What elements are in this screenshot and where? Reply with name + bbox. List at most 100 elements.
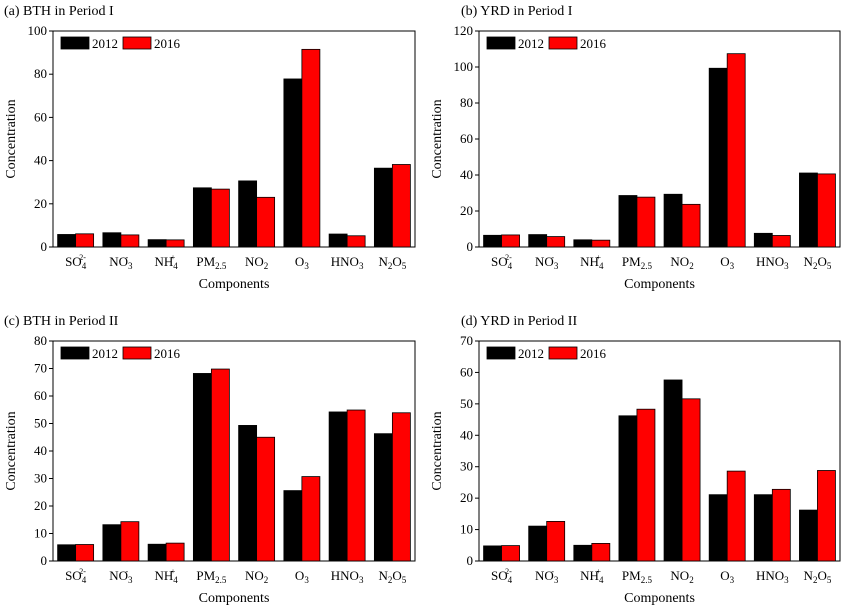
bar-2016	[817, 173, 836, 248]
x-tick-label: NO3-	[535, 253, 559, 271]
chart-panel-2: (b) YRD in Period I 0 20 40 60 80 100 120 Concen…	[430, 4, 841, 292]
legend-label-2012: 2012	[518, 36, 544, 51]
bar-2012	[528, 234, 548, 248]
bar-2012	[57, 234, 77, 248]
x-tick-label: HNO3	[331, 568, 364, 585]
bar-2012	[618, 415, 638, 562]
bar-2016	[256, 436, 276, 562]
x-axis-label: Components	[624, 591, 695, 606]
bar-2016	[210, 368, 230, 562]
plot-frame	[478, 340, 841, 562]
bar-2012	[283, 78, 303, 248]
bar-2016	[75, 233, 95, 248]
y-tick-label: 10	[34, 526, 47, 541]
bar-2016	[817, 470, 836, 562]
y-axis-label: Concentration	[430, 99, 445, 178]
x-tick-label: PM2.5	[196, 254, 227, 271]
y-tick-label: 0	[467, 553, 474, 568]
legend-label-2012: 2012	[518, 346, 544, 361]
bar-2016	[210, 188, 230, 248]
x-tick-label: NO2	[245, 254, 268, 271]
x-tick-label: PM2.5	[196, 568, 227, 585]
bar-2012	[528, 525, 548, 562]
x-tick-label: NO2	[245, 568, 268, 585]
y-axis-label: Concentration	[430, 411, 445, 490]
bar-2012	[238, 425, 258, 562]
bar-2016	[165, 239, 185, 248]
chart-title: (c) BTH in Period II	[4, 314, 119, 329]
x-tick-label: HNO3	[756, 254, 789, 271]
y-tick-label: 80	[460, 95, 473, 110]
y-tick-label: 0	[467, 239, 474, 254]
y-tick-label: 40	[460, 427, 473, 442]
chart-panel-4: (d) YRD in Period II 0 10 20 30 40 50 60 70 Conce…	[430, 314, 841, 606]
legend-swatch-2012	[60, 346, 90, 360]
bar-2012	[618, 195, 638, 248]
bar-2016	[591, 543, 611, 562]
legend-label-2016: 2016	[154, 36, 181, 51]
y-tick-label: 60	[460, 364, 473, 379]
bar-2012	[147, 239, 167, 248]
bar-2012	[663, 379, 683, 562]
bar-2012	[373, 167, 393, 248]
bar-2016	[546, 236, 566, 248]
bar-2016	[120, 521, 140, 562]
bar-2016	[681, 398, 701, 562]
x-tick-label: NH4+	[580, 567, 604, 585]
x-tick-label: SO42-	[65, 253, 87, 271]
bar-2016	[591, 239, 611, 248]
y-tick-label: 100	[454, 59, 474, 74]
x-tick-label: PM2.5	[622, 568, 653, 585]
x-tick-label: NH4+	[580, 253, 604, 271]
bar-2016	[75, 544, 95, 562]
bar-2012	[573, 239, 593, 248]
bar-2016	[636, 408, 656, 562]
x-axis-label: Components	[199, 591, 270, 606]
bar-2012	[708, 494, 728, 562]
x-tick-label: HNO3	[756, 568, 789, 585]
x-tick-label: NO3-	[535, 567, 559, 585]
y-tick-label: 30	[34, 471, 47, 486]
x-tick-label: O3	[720, 568, 734, 585]
legend-label-2012: 2012	[92, 36, 118, 51]
y-axis-label: Concentration	[4, 411, 19, 490]
y-tick-label: 30	[460, 459, 473, 474]
y-tick-label: 80	[34, 333, 47, 348]
bar-2016	[771, 235, 791, 248]
plot-frame	[52, 30, 416, 248]
bar-2016	[726, 53, 746, 248]
x-tick-label: SO42-	[491, 253, 513, 271]
bar-2016	[165, 542, 185, 562]
y-tick-label: 60	[34, 109, 47, 124]
bar-2012	[663, 193, 683, 248]
bar-2012	[328, 411, 348, 562]
y-tick-label: 60	[460, 131, 473, 146]
y-tick-label: 60	[34, 388, 47, 403]
y-tick-label: 100	[28, 23, 48, 38]
bar-2012	[192, 373, 212, 562]
bar-2012	[573, 544, 593, 562]
bar-2016	[301, 48, 321, 248]
x-tick-label: N2O5	[378, 568, 406, 585]
legend-label-2012: 2012	[92, 346, 118, 361]
y-tick-label: 50	[34, 416, 47, 431]
bar-2012	[328, 233, 348, 248]
y-axis-label: Concentration	[4, 99, 19, 178]
bar-2012	[238, 180, 258, 248]
x-tick-label: NO3-	[109, 253, 133, 271]
y-tick-label: 20	[460, 203, 473, 218]
x-tick-label: NO2	[670, 254, 693, 271]
y-tick-label: 20	[460, 490, 473, 505]
x-tick-label: N2O5	[804, 568, 832, 585]
y-tick-label: 80	[34, 66, 47, 81]
legend-label-2016: 2016	[580, 36, 607, 51]
bar-2012	[57, 544, 77, 562]
x-tick-label: O3	[295, 568, 309, 585]
bar-2012	[799, 172, 818, 248]
x-tick-label: N2O5	[378, 254, 406, 271]
y-tick-label: 120	[454, 23, 474, 38]
bar-2016	[391, 412, 411, 562]
bar-2016	[301, 476, 321, 562]
